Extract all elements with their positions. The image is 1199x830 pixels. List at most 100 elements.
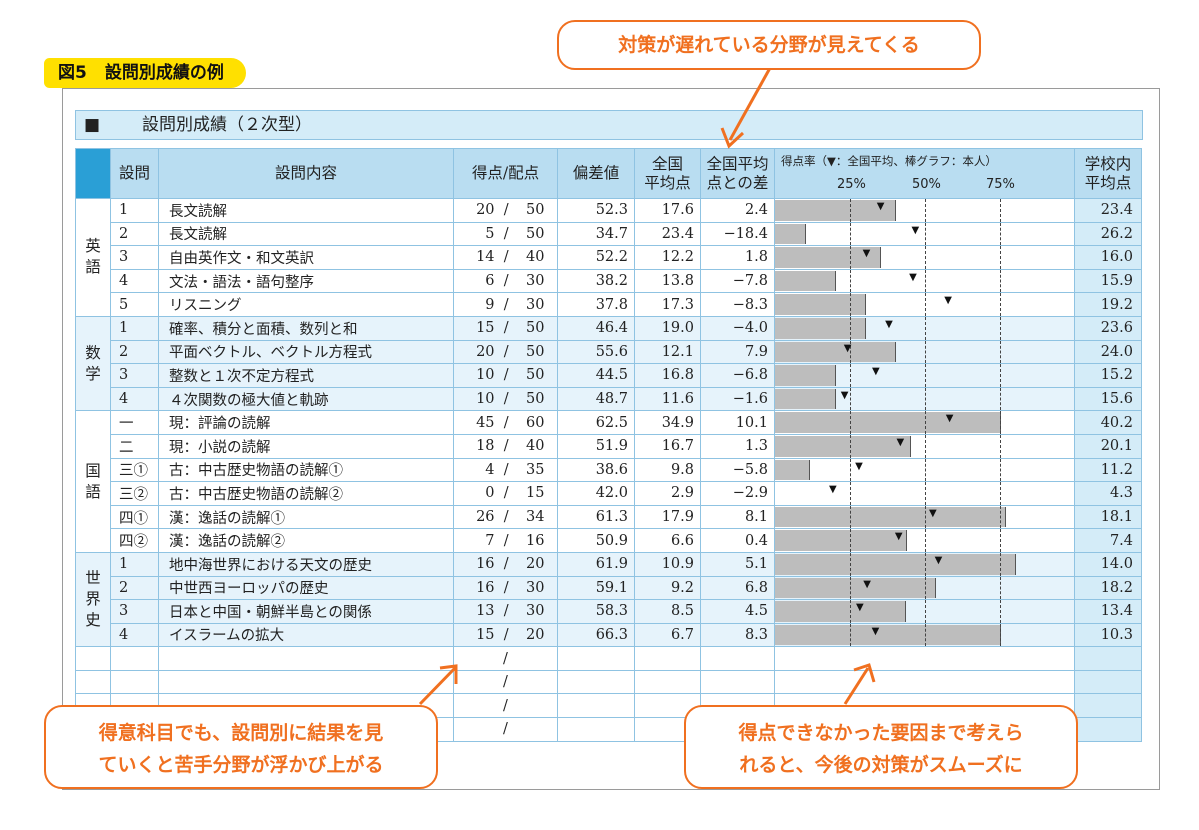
gridline-25 — [850, 553, 851, 576]
gridline-25 — [850, 459, 851, 481]
question-number: 3 — [110, 599, 159, 624]
subject-name: 数学 — [85, 343, 101, 383]
score: 26 — [476, 509, 495, 526]
max-score: 50 — [526, 367, 545, 384]
diff-from-avg: −18.4 — [700, 221, 775, 247]
score: 9 — [485, 296, 495, 313]
empty-cell — [774, 669, 1075, 695]
deviation: 55.6 — [557, 339, 635, 365]
empty-cell — [158, 646, 454, 671]
empty-row — [75, 669, 1142, 695]
subject-name: 英語 — [85, 237, 101, 277]
school-avg: 10.3 — [1074, 622, 1142, 648]
school-avg: 11.2 — [1074, 457, 1142, 483]
diff-from-avg: −4.0 — [700, 315, 775, 341]
score-cell: 15 / 20 — [453, 622, 558, 648]
diff-from-avg: 1.3 — [700, 433, 775, 459]
gridline-25 — [850, 270, 851, 292]
table-row: 4 文法・語法・語句整序 6 / 30 38.2 13.8 −7.8 ▼ 15.9 — [76, 268, 1142, 294]
callout-left-line2: ていくと苦手分野が浮かび上がる — [98, 754, 384, 776]
national-avg-marker: ▼ — [885, 318, 893, 330]
national-avg: 6.6 — [634, 528, 701, 553]
max-score: 40 — [526, 249, 545, 266]
gridline-75 — [1000, 506, 1001, 528]
score-cell: 26 / 34 — [453, 504, 558, 530]
question-content: 確率、積分と面積、数列と和 — [158, 315, 454, 341]
question-number: 三② — [110, 481, 159, 506]
max-score: 35 — [526, 461, 545, 478]
tick-label-75: 75% — [986, 177, 1015, 192]
school-avg: 15.9 — [1074, 268, 1142, 294]
empty-cell — [700, 646, 775, 671]
empty-cell — [75, 669, 111, 695]
max-score: 30 — [526, 273, 545, 290]
score: 18 — [476, 438, 495, 455]
empty-cell — [75, 646, 111, 671]
table-row: 世界史 1 地中海世界における天文の歴史 16 / 20 61.9 10.9 5.1 ▼ 1… — [75, 551, 1142, 648]
score-rate-bar — [775, 341, 896, 363]
rate-bar-cell: ▼ — [774, 410, 1075, 435]
deviation: 52.2 — [557, 245, 635, 270]
question-content: ４次関数の極大値と軌跡 — [158, 386, 454, 412]
question-number: 3 — [110, 245, 159, 270]
score: 16 — [476, 556, 495, 573]
question-number: 4 — [110, 386, 159, 412]
rate-bar-cell: ▼ — [774, 339, 1075, 365]
gridline-25 — [850, 246, 851, 269]
gridline-50 — [925, 317, 926, 340]
rate-bar-cell: ▼ — [774, 457, 1075, 483]
rate-bar-cell: ▼ — [774, 198, 1075, 223]
diff-from-avg: 10.1 — [700, 410, 775, 435]
header-diff: 全国平均 点との差 — [700, 148, 775, 199]
score-cell: 16 / 20 — [453, 551, 558, 577]
diff-from-avg: 8.3 — [700, 622, 775, 648]
school-avg: 24.0 — [1074, 339, 1142, 365]
national-avg: 19.0 — [634, 315, 701, 341]
square-bullet: ■ — [84, 115, 101, 135]
score: 6 — [485, 273, 495, 290]
score-cell: 16 / 30 — [453, 575, 558, 601]
empty-school — [1074, 646, 1142, 671]
deviation: 58.3 — [557, 599, 635, 624]
score-rate-bar — [775, 247, 881, 268]
table-row: 四① 漢：逸話の読解① 26 / 34 61.3 17.9 8.1 ▼ 18.1 — [76, 504, 1142, 530]
diff-from-avg: −1.6 — [700, 386, 775, 412]
question-content: 長文読解 — [158, 221, 454, 247]
national-avg-marker: ▼ — [909, 271, 917, 283]
empty-score — [453, 693, 558, 719]
score: 13 — [476, 603, 495, 620]
national-avg-marker: ▼ — [894, 531, 903, 543]
question-number: 2 — [110, 221, 159, 247]
score-rate-bar — [775, 530, 908, 551]
national-avg: 16.7 — [634, 433, 701, 459]
national-avg: 23.4 — [634, 221, 701, 247]
national-avg: 13.8 — [634, 268, 701, 294]
score-cell: 0 / 15 — [453, 481, 558, 506]
diff-from-avg: −6.8 — [700, 363, 775, 388]
question-content: 漢：逸話の読解① — [158, 504, 454, 530]
max-score: 30 — [526, 603, 545, 620]
gridline-75 — [1000, 600, 1001, 623]
deviation: 61.3 — [557, 504, 635, 530]
gridline-75 — [1000, 270, 1001, 292]
score-cell: 14 / 40 — [453, 245, 558, 270]
national-avg: 16.8 — [634, 363, 701, 388]
table-row: 2 平面ベクトル、ベクトル方程式 20 / 50 55.6 12.1 7.9 ▼ 24.0 — [76, 339, 1142, 365]
national-avg: 17.6 — [634, 198, 701, 223]
score-cell: 18 / 40 — [453, 433, 558, 459]
gridline-25 — [850, 482, 851, 505]
table-row: 2 中世西ヨーロッパの歴史 16 / 30 59.1 9.2 6.8 ▼ 18.2 — [76, 575, 1142, 601]
diff-from-avg: 2.4 — [700, 198, 775, 223]
national-avg-marker: ▼ — [871, 625, 880, 637]
gridline-75 — [1000, 388, 1001, 410]
question-number: 三① — [110, 457, 159, 483]
score-rate-bar — [775, 435, 911, 457]
diff-from-avg: −5.8 — [700, 457, 775, 483]
table-row: 二現：小説の読解 18 / 40 51.9 16.7 1.3 ▼ 20.1 — [76, 433, 1142, 459]
empty-cell — [557, 646, 635, 671]
national-avg: 2.9 — [634, 481, 701, 506]
empty-cell — [634, 669, 701, 695]
national-avg-marker: ▼ — [863, 578, 871, 590]
rate-bar-cell: ▼ — [774, 551, 1075, 577]
gridline-75 — [1000, 459, 1001, 481]
